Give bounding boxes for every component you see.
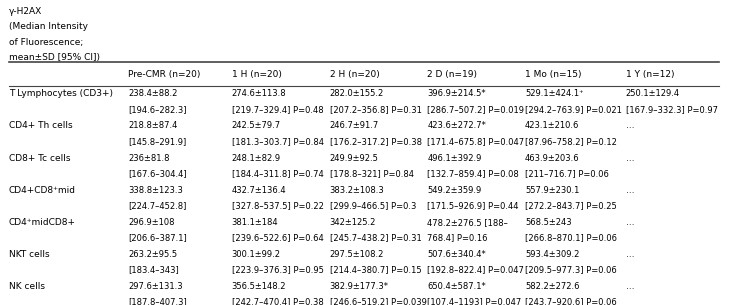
Text: [286.7–507.2] P=0.019: [286.7–507.2] P=0.019 [427, 105, 525, 114]
Text: [194.6–282.3]: [194.6–282.3] [128, 105, 186, 114]
Text: 593.4±309.2: 593.4±309.2 [525, 250, 579, 259]
Text: 529.1±424.1⁺: 529.1±424.1⁺ [525, 89, 584, 98]
Text: 383.2±108.3: 383.2±108.3 [329, 186, 384, 195]
Text: [167.6–304.4]: [167.6–304.4] [128, 169, 186, 178]
Text: 568.5±243: 568.5±243 [525, 218, 572, 227]
Text: 382.9±177.3*: 382.9±177.3* [329, 282, 388, 291]
Text: [206.6–387.1]: [206.6–387.1] [128, 233, 187, 242]
Text: [184.4–311.8] P=0.74: [184.4–311.8] P=0.74 [232, 169, 323, 178]
Text: 1 Mo (n=15): 1 Mo (n=15) [525, 70, 582, 79]
Text: [224.7–452.8]: [224.7–452.8] [128, 201, 186, 210]
Text: …: … [626, 121, 634, 131]
Text: 463.9±203.6: 463.9±203.6 [525, 153, 579, 163]
Text: 650.4±587.1*: 650.4±587.1* [427, 282, 486, 291]
Text: [211–716.7] P=0.06: [211–716.7] P=0.06 [525, 169, 609, 178]
Text: CD4⁺midCD8+: CD4⁺midCD8+ [9, 218, 75, 227]
Text: 297.6±131.3: 297.6±131.3 [128, 282, 183, 291]
Text: 381.1±184: 381.1±184 [232, 218, 278, 227]
Text: [183.4–343]: [183.4–343] [128, 265, 179, 274]
Text: CD8+ Tc cells: CD8+ Tc cells [9, 153, 70, 163]
Text: 342±125.2: 342±125.2 [329, 218, 376, 227]
Text: 218.8±87.4: 218.8±87.4 [128, 121, 178, 131]
Text: [132.7–859.4] P=0.08: [132.7–859.4] P=0.08 [427, 169, 519, 178]
Text: [171.5–926.9] P=0.44: [171.5–926.9] P=0.44 [427, 201, 519, 210]
Text: 396.9±214.5*: 396.9±214.5* [427, 89, 486, 98]
Text: [239.6–522.6] P=0.64: [239.6–522.6] P=0.64 [232, 233, 323, 242]
Text: 768.4] P=0.16: 768.4] P=0.16 [427, 233, 488, 242]
Text: [178.8–321] P=0.84: [178.8–321] P=0.84 [329, 169, 414, 178]
Text: 507.6±340.4*: 507.6±340.4* [427, 250, 486, 259]
Text: 1 Y (n=12): 1 Y (n=12) [626, 70, 674, 79]
Text: NK cells: NK cells [9, 282, 44, 291]
Text: …: … [626, 186, 634, 195]
Text: 246.7±91.7: 246.7±91.7 [329, 121, 379, 131]
Text: NKT cells: NKT cells [9, 250, 50, 259]
Text: …: … [626, 218, 634, 227]
Text: 1 H (n=20): 1 H (n=20) [232, 70, 282, 79]
Text: [245.7–438.2] P=0.31: [245.7–438.2] P=0.31 [329, 233, 421, 242]
Text: [145.8–291.9]: [145.8–291.9] [128, 137, 186, 146]
Text: 423.6±272.7*: 423.6±272.7* [427, 121, 486, 131]
Text: T Lymphocytes (CD3+): T Lymphocytes (CD3+) [9, 89, 112, 98]
Text: …: … [626, 282, 634, 291]
Text: [107.4–1193] P=0.047: [107.4–1193] P=0.047 [427, 297, 522, 305]
Text: [219.7–329.4] P=0.48: [219.7–329.4] P=0.48 [232, 105, 323, 114]
Text: γ-H2AX: γ-H2AX [9, 7, 42, 16]
Text: 2 H (n=20): 2 H (n=20) [329, 70, 380, 79]
Text: CD4+ Th cells: CD4+ Th cells [9, 121, 73, 131]
Text: 300.1±99.2: 300.1±99.2 [232, 250, 280, 259]
Text: …: … [626, 153, 634, 163]
Text: 263.2±95.5: 263.2±95.5 [128, 250, 178, 259]
Text: of Fluorescence;: of Fluorescence; [9, 38, 83, 47]
Text: 496.1±392.9: 496.1±392.9 [427, 153, 482, 163]
Text: 549.2±359.9: 549.2±359.9 [427, 186, 482, 195]
Text: [207.2–356.8] P=0.31: [207.2–356.8] P=0.31 [329, 105, 421, 114]
Text: [327.8–537.5] P=0.22: [327.8–537.5] P=0.22 [232, 201, 323, 210]
Text: [266.8–870.1] P=0.06: [266.8–870.1] P=0.06 [525, 233, 617, 242]
Text: [214.4–380.7] P=0.15: [214.4–380.7] P=0.15 [329, 265, 421, 274]
Text: (Median Intensity: (Median Intensity [9, 22, 87, 31]
Text: 2 D (n=19): 2 D (n=19) [427, 70, 477, 79]
Text: 296.9±108: 296.9±108 [128, 218, 175, 227]
Text: [176.2–317.2] P=0.38: [176.2–317.2] P=0.38 [329, 137, 422, 146]
Text: 557.9±230.1: 557.9±230.1 [525, 186, 579, 195]
Text: [192.8–822.4] P=0.047: [192.8–822.4] P=0.047 [427, 265, 524, 274]
Text: [87.96–758.2] P=0.12: [87.96–758.2] P=0.12 [525, 137, 617, 146]
Text: [299.9–466.5] P=0.3: [299.9–466.5] P=0.3 [329, 201, 416, 210]
Text: 582.2±272.6: 582.2±272.6 [525, 282, 579, 291]
Text: [246.6–519.2] P=0.039: [246.6–519.2] P=0.039 [329, 297, 426, 305]
Text: 478.2±276.5 [188–: 478.2±276.5 [188– [427, 218, 508, 227]
Text: 423.1±210.6: 423.1±210.6 [525, 121, 579, 131]
Text: 356.5±148.2: 356.5±148.2 [232, 282, 286, 291]
Text: Pre-CMR (n=20): Pre-CMR (n=20) [128, 70, 201, 79]
Text: 282.0±155.2: 282.0±155.2 [329, 89, 384, 98]
Text: 250.1±129.4: 250.1±129.4 [626, 89, 680, 98]
Text: 236±81.8: 236±81.8 [128, 153, 169, 163]
Text: [181.3–303.7] P=0.84: [181.3–303.7] P=0.84 [232, 137, 323, 146]
Text: 248.1±82.9: 248.1±82.9 [232, 153, 281, 163]
Text: 297.5±108.2: 297.5±108.2 [329, 250, 384, 259]
Text: 274.6±113.8: 274.6±113.8 [232, 89, 286, 98]
Text: 432.7±136.4: 432.7±136.4 [232, 186, 286, 195]
Text: [243.7–920.6] P=0.06: [243.7–920.6] P=0.06 [525, 297, 617, 305]
Text: [167.9–332.3] P=0.97: [167.9–332.3] P=0.97 [626, 105, 718, 114]
Text: 242.5±79.7: 242.5±79.7 [232, 121, 281, 131]
Text: mean±SD [95% CI]): mean±SD [95% CI]) [9, 53, 100, 62]
Text: [242.7–470.4] P=0.38: [242.7–470.4] P=0.38 [232, 297, 323, 305]
Text: [223.9–376.3] P=0.95: [223.9–376.3] P=0.95 [232, 265, 323, 274]
Text: 338.8±123.3: 338.8±123.3 [128, 186, 183, 195]
Text: …: … [626, 250, 634, 259]
Text: [294.2–763.9] P=0.021: [294.2–763.9] P=0.021 [525, 105, 622, 114]
Text: [272.2–843.7] P=0.25: [272.2–843.7] P=0.25 [525, 201, 617, 210]
Text: 249.9±92.5: 249.9±92.5 [329, 153, 378, 163]
Text: 238.4±88.2: 238.4±88.2 [128, 89, 178, 98]
Text: [187.8–407.3]: [187.8–407.3] [128, 297, 187, 305]
Text: CD4+CD8⁺mid: CD4+CD8⁺mid [9, 186, 75, 195]
Text: [209.5–977.3] P=0.06: [209.5–977.3] P=0.06 [525, 265, 617, 274]
Text: [171.4–675.8] P=0.047: [171.4–675.8] P=0.047 [427, 137, 525, 146]
